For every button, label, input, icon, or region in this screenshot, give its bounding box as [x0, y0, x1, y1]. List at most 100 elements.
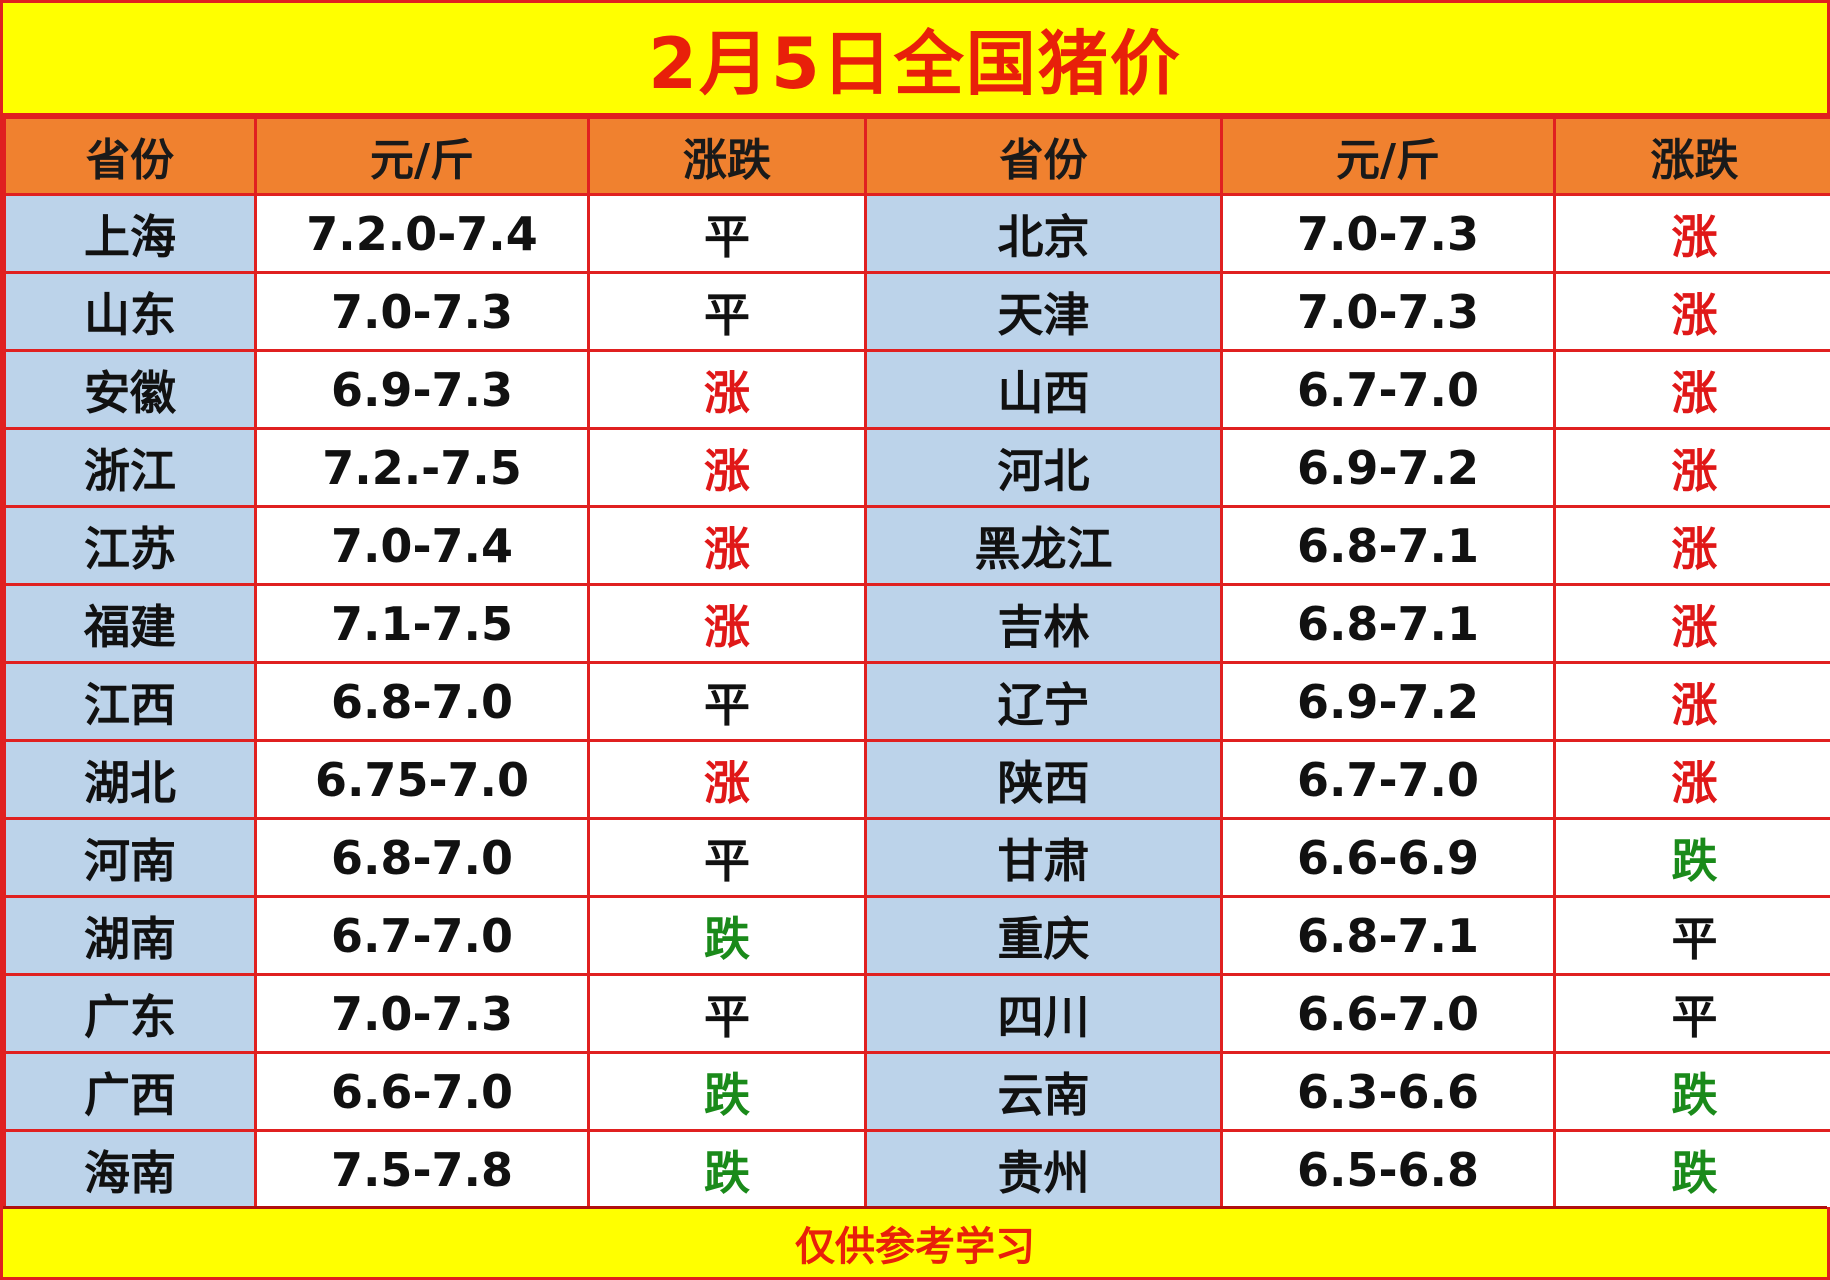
- province-cell: 贵州: [864, 1129, 1223, 1210]
- change-cell: 跌: [587, 1051, 867, 1132]
- page-title: 2月5日全国猪价: [3, 3, 1827, 116]
- header-change: 涨跌: [1553, 116, 1830, 196]
- province-cell: 湖南: [3, 895, 257, 976]
- price-cell: 6.8-7.1: [1220, 505, 1556, 586]
- province-cell: 北京: [864, 193, 1223, 274]
- price-cell: 6.8-7.0: [254, 817, 590, 898]
- change-cell: 平: [587, 973, 867, 1054]
- table-row: 上海 7.2.0-7.4 平北京 7.0-7.3 涨: [3, 193, 1830, 274]
- price-cell: 6.9-7.2: [1220, 427, 1556, 508]
- province-cell: 福建: [3, 583, 257, 664]
- table-row: 广西 6.6-7.0 跌云南 6.3-6.6 跌: [3, 1051, 1830, 1132]
- change-cell: 涨: [1553, 583, 1830, 664]
- table-row: 湖北 6.75-7.0 涨陕西 6.7-7.0 涨: [3, 739, 1830, 820]
- price-cell: 6.7-7.0: [1220, 349, 1556, 430]
- header-row: 省份 元/斤 涨跌 省份 元/斤 涨跌: [3, 116, 1830, 196]
- price-cell: 6.8-7.1: [1220, 583, 1556, 664]
- change-cell: 平: [587, 271, 867, 352]
- price-cell: 6.9-7.3: [254, 349, 590, 430]
- price-cell: 6.3-6.6: [1220, 1051, 1556, 1132]
- price-cell: 7.0-7.3: [1220, 193, 1556, 274]
- price-cell: 6.7-7.0: [1220, 739, 1556, 820]
- price-cell: 6.8-7.0: [254, 661, 590, 742]
- price-cell: 6.7-7.0: [254, 895, 590, 976]
- price-cell: 6.6-7.0: [1220, 973, 1556, 1054]
- table-row: 江西 6.8-7.0 平辽宁 6.9-7.2 涨: [3, 661, 1830, 742]
- header-price: 元/斤: [254, 116, 590, 196]
- change-cell: 涨: [1553, 271, 1830, 352]
- province-cell: 天津: [864, 271, 1223, 352]
- province-cell: 陕西: [864, 739, 1223, 820]
- change-cell: 平: [1553, 895, 1830, 976]
- change-cell: 涨: [587, 505, 867, 586]
- province-cell: 黑龙江: [864, 505, 1223, 586]
- price-cell: 6.6-6.9: [1220, 817, 1556, 898]
- table-row: 湖南 6.7-7.0 跌重庆 6.8-7.1 平: [3, 895, 1830, 976]
- table-row: 河南 6.8-7.0 平甘肃 6.6-6.9 跌: [3, 817, 1830, 898]
- table-row: 浙江 7.2.-7.5 涨河北 6.9-7.2 涨: [3, 427, 1830, 508]
- header-price: 元/斤: [1220, 116, 1556, 196]
- price-cell: 6.9-7.2: [1220, 661, 1556, 742]
- price-cell: 7.0-7.3: [1220, 271, 1556, 352]
- province-cell: 重庆: [864, 895, 1223, 976]
- change-cell: 涨: [587, 427, 867, 508]
- header-province: 省份: [864, 116, 1223, 196]
- price-cell: 7.0-7.3: [254, 973, 590, 1054]
- header-province: 省份: [3, 116, 257, 196]
- province-cell: 吉林: [864, 583, 1223, 664]
- province-cell: 海南: [3, 1129, 257, 1210]
- change-cell: 平: [587, 193, 867, 274]
- header-change: 涨跌: [587, 116, 867, 196]
- change-cell: 跌: [587, 1129, 867, 1210]
- change-cell: 涨: [587, 739, 867, 820]
- price-cell: 7.5-7.8: [254, 1129, 590, 1210]
- price-cell: 7.2.-7.5: [254, 427, 590, 508]
- province-cell: 四川: [864, 973, 1223, 1054]
- table-row: 江苏 7.0-7.4 涨黑龙江 6.8-7.1 涨: [3, 505, 1830, 586]
- price-table: 省份 元/斤 涨跌 省份 元/斤 涨跌 上海 7.2.0-7.4 平北京 7.0-7.…: [3, 116, 1830, 1210]
- change-cell: 平: [1553, 973, 1830, 1054]
- price-cell: 7.0-7.4: [254, 505, 590, 586]
- province-cell: 江苏: [3, 505, 257, 586]
- change-cell: 涨: [1553, 427, 1830, 508]
- price-cell: 6.5-6.8: [1220, 1129, 1556, 1210]
- change-cell: 跌: [587, 895, 867, 976]
- change-cell: 涨: [587, 583, 867, 664]
- province-cell: 河南: [3, 817, 257, 898]
- table-row: 福建 7.1-7.5 涨吉林 6.8-7.1 涨: [3, 583, 1830, 664]
- change-cell: 涨: [587, 349, 867, 430]
- footer-note: 仅供参考学习: [3, 1206, 1827, 1277]
- province-cell: 辽宁: [864, 661, 1223, 742]
- price-cell: 6.75-7.0: [254, 739, 590, 820]
- change-cell: 跌: [1553, 1051, 1830, 1132]
- table-row: 山东 7.0-7.3 平天津 7.0-7.3 涨: [3, 271, 1830, 352]
- change-cell: 涨: [1553, 661, 1830, 742]
- province-cell: 云南: [864, 1051, 1223, 1132]
- change-cell: 跌: [1553, 1129, 1830, 1210]
- change-cell: 涨: [1553, 505, 1830, 586]
- province-cell: 山西: [864, 349, 1223, 430]
- table-row: 安徽 6.9-7.3 涨山西 6.7-7.0 涨: [3, 349, 1830, 430]
- table-row: 广东 7.0-7.3 平四川 6.6-7.0 平: [3, 973, 1830, 1054]
- province-cell: 安徽: [3, 349, 257, 430]
- price-cell: 6.6-7.0: [254, 1051, 590, 1132]
- province-cell: 山东: [3, 271, 257, 352]
- price-cell: 7.2.0-7.4: [254, 193, 590, 274]
- price-cell: 7.1-7.5: [254, 583, 590, 664]
- province-cell: 江西: [3, 661, 257, 742]
- change-cell: 平: [587, 817, 867, 898]
- change-cell: 涨: [1553, 349, 1830, 430]
- table-row: 海南 7.5-7.8 跌贵州 6.5-6.8 跌: [3, 1129, 1830, 1210]
- province-cell: 广西: [3, 1051, 257, 1132]
- change-cell: 涨: [1553, 739, 1830, 820]
- province-cell: 河北: [864, 427, 1223, 508]
- province-cell: 广东: [3, 973, 257, 1054]
- change-cell: 涨: [1553, 193, 1830, 274]
- change-cell: 跌: [1553, 817, 1830, 898]
- price-cell: 7.0-7.3: [254, 271, 590, 352]
- price-cell: 6.8-7.1: [1220, 895, 1556, 976]
- province-cell: 上海: [3, 193, 257, 274]
- province-cell: 湖北: [3, 739, 257, 820]
- province-cell: 浙江: [3, 427, 257, 508]
